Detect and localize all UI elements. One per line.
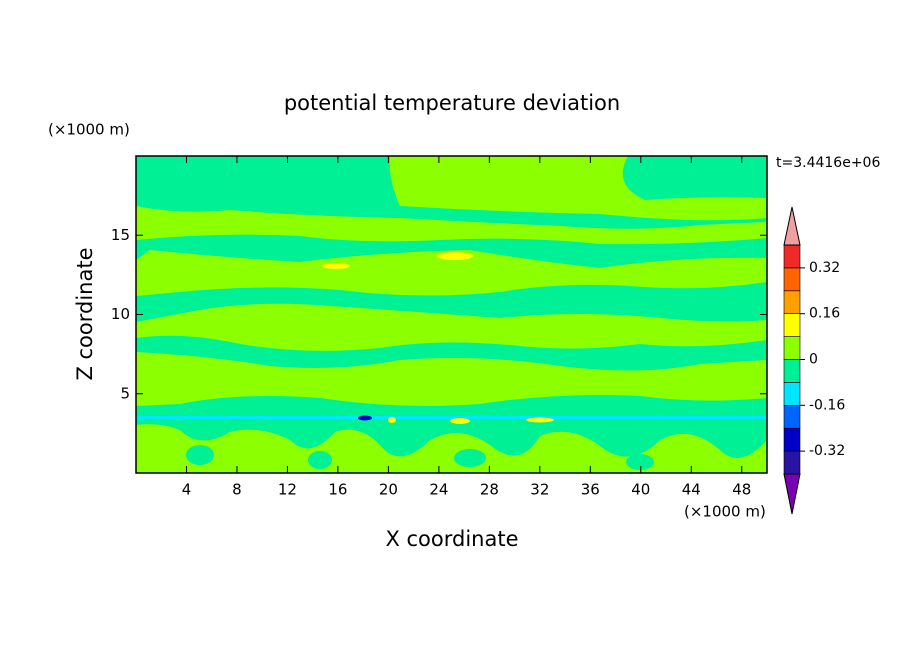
x-unit: (×1000 m) [684, 503, 766, 521]
x-tick-label: 40 [631, 481, 650, 499]
colorbar-label: 0 [809, 352, 818, 368]
x-tick-label: 24 [429, 481, 448, 499]
colorbar-box [783, 404, 801, 429]
chart-title: potential temperature deviation [284, 91, 620, 115]
colorbar-box [783, 267, 801, 292]
x-tick-label: 12 [278, 481, 297, 499]
x-tick-label: 20 [379, 481, 398, 499]
x-tick-label: 28 [480, 481, 499, 499]
y-axis-title: Z coordinate [73, 247, 97, 380]
x-tick-label: 44 [682, 481, 701, 499]
colorbar-label: -0.32 [809, 443, 845, 459]
colorbar-label: -0.16 [809, 397, 845, 413]
colorbar-extension [783, 206, 801, 246]
x-tick-label: 36 [581, 481, 600, 499]
colorbar-extension [783, 473, 801, 515]
colorbar-label: 0.16 [809, 306, 840, 322]
x-tick-label: 8 [232, 481, 242, 499]
time-label: t=3.4416e+06 [776, 155, 880, 171]
y-unit: (×1000 m) [48, 121, 130, 139]
colorbar-box [783, 359, 801, 383]
contour-regions [186, 445, 654, 470]
contour-regions [136, 156, 767, 473]
y-tick-label: 15 [111, 226, 130, 244]
contour-region [136, 416, 767, 419]
colorbar-box [783, 290, 801, 314]
contour-field [136, 156, 767, 473]
colorbar-box [783, 313, 801, 337]
contour-region [358, 415, 372, 421]
x-tick-label: 4 [182, 481, 192, 499]
colorbar-box [783, 382, 801, 406]
x-axis-title: X coordinate [385, 527, 518, 551]
colorbar-box [783, 450, 801, 475]
colorbar-box [783, 336, 801, 360]
contour-regions [322, 252, 554, 424]
y-tick-label: 10 [111, 305, 130, 323]
x-tick-label: 48 [732, 481, 751, 499]
y-tick-label: 5 [120, 384, 130, 402]
x-tick-label: 16 [328, 481, 347, 499]
colorbar-box [783, 244, 801, 269]
colorbar-box [783, 427, 801, 452]
colorbar-label: 0.32 [809, 260, 840, 276]
x-tick-label: 32 [530, 481, 549, 499]
